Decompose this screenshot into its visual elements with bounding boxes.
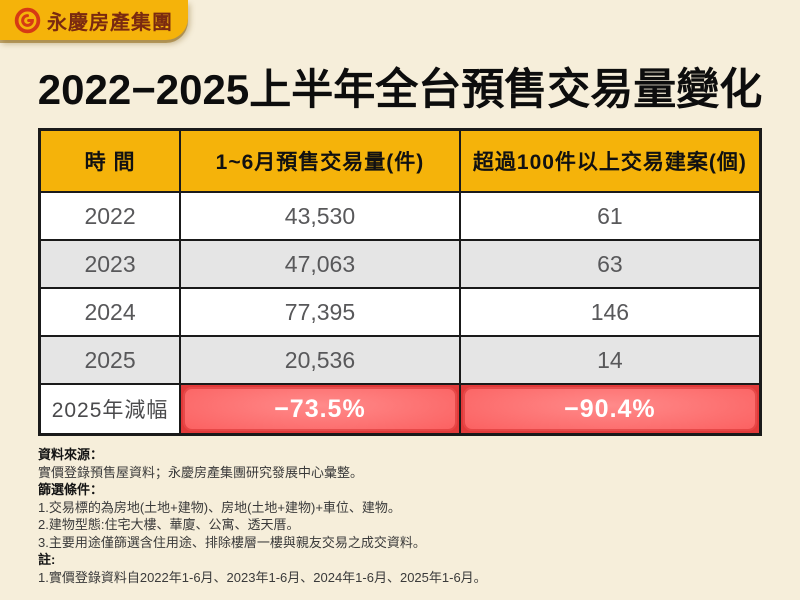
yungching-logo-icon (14, 7, 41, 33)
filter-label: 篩選條件： (38, 482, 104, 497)
brand-banner: 永慶房產集團 (0, 0, 188, 40)
cell-projects: 63 (458, 239, 762, 289)
decline-projects-badge: −90.4% (462, 387, 757, 431)
table-row-2025: 2025 20,536 14 (38, 335, 762, 385)
decline-projects-cell: −90.4% (458, 383, 762, 436)
decline-volume-cell: −73.5% (179, 383, 461, 436)
source-text: 實價登錄預售屋資料；永慶房產集團研究發展中心彙整。 (38, 464, 364, 480)
brand-name: 永慶房產集團 (47, 11, 173, 34)
cell-year: 2025 (38, 335, 182, 385)
title-subject: 全台預售交易量變化 (375, 66, 763, 114)
note-item: 1.實價登錄資料自2022年1-6月、2023年1-6月、2024年1-6月、2… (38, 569, 487, 585)
filter-item: 2.建物型態:住宅大樓、華廈、公寓、透天厝。 (38, 517, 300, 532)
table-row-decline: 2025年減幅 −73.5% −90.4% (38, 383, 762, 436)
cell-year: 2022 (38, 191, 182, 241)
table-row-2022: 2022 43,530 61 (38, 191, 762, 241)
cell-volume: 77,395 (179, 287, 461, 337)
header-volume: 1~6月預售交易量(件) (179, 128, 461, 193)
page-title: 2022−2025上半年全台預售交易量變化 (0, 60, 800, 130)
table-row-2024: 2024 77,395 146 (38, 287, 762, 337)
table-header-row: 時 間 1~6月預售交易量(件) 超過100件以上交易建案(個) (38, 128, 762, 193)
cell-volume: 20,536 (179, 335, 461, 385)
cell-year: 2023 (38, 239, 182, 289)
footnotes: 資料來源： 實價登錄預售屋資料；永慶房產集團研究發展中心彙整。 篩選條件： 1.… (38, 446, 768, 586)
filter-item: 1.交易標的為房地(土地+建物)、房地(土地+建物)+車位、建物。 (38, 499, 401, 515)
cell-volume: 43,530 (179, 191, 461, 241)
note-label: 註: (38, 552, 56, 567)
cell-year: 2024 (38, 287, 182, 337)
table-row-2023: 2023 47,063 63 (38, 239, 762, 289)
cell-volume: 47,063 (179, 239, 461, 289)
header-time: 時 間 (38, 128, 182, 193)
cell-projects: 146 (458, 287, 762, 337)
cell-projects: 14 (458, 335, 762, 385)
header-projects: 超過100件以上交易建案(個) (458, 128, 762, 193)
cell-projects: 61 (458, 191, 762, 241)
filter-item: 3.主要用途僅篩選含住用途、排除樓層一樓與親友交易之成交資料。 (38, 534, 426, 550)
decline-volume-badge: −73.5% (183, 387, 457, 431)
presale-volume-table: 時 間 1~6月預售交易量(件) 超過100件以上交易建案(個) 2022 43… (38, 128, 762, 436)
title-range: 2022−2025上半年 (37, 66, 376, 113)
decline-label: 2025年減幅 (38, 383, 182, 436)
source-label: 資料來源： (38, 447, 104, 462)
